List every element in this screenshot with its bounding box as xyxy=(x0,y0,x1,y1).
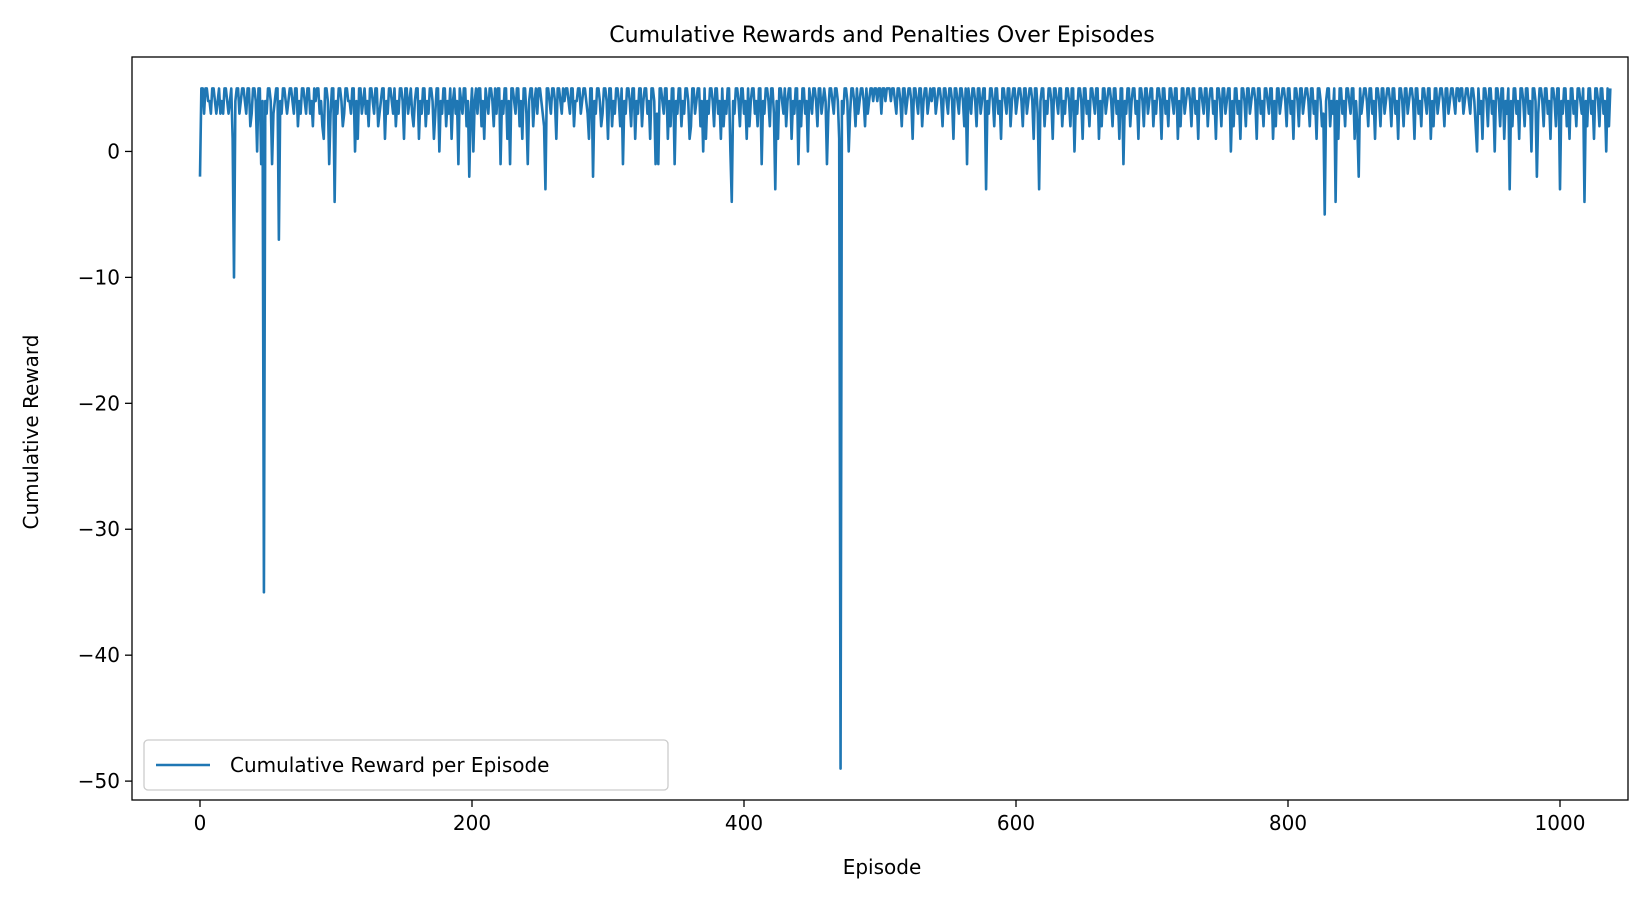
y-tick-label: −40 xyxy=(78,643,120,667)
y-tick-label: 0 xyxy=(107,139,120,163)
x-tick-label: 800 xyxy=(1269,811,1307,835)
x-tick-label: 600 xyxy=(997,811,1035,835)
legend-label: Cumulative Reward per Episode xyxy=(230,753,549,777)
series-line-0 xyxy=(198,87,1612,770)
plot-frame xyxy=(131,56,1629,801)
y-tick-label: −30 xyxy=(78,517,120,541)
chart-title: Cumulative Rewards and Penalties Over Ep… xyxy=(609,23,1154,48)
x-tick-label: 200 xyxy=(453,811,491,835)
x-tick-label: 1000 xyxy=(1535,811,1586,835)
y-tick-label: −50 xyxy=(78,769,120,793)
x-tick-label: 0 xyxy=(194,811,207,835)
x-tick-label: 400 xyxy=(725,811,763,835)
y-tick-label: −10 xyxy=(78,265,120,289)
y-tick-label: −20 xyxy=(78,391,120,415)
legend-box xyxy=(143,739,669,791)
y-axis-label: Cumulative Reward xyxy=(19,335,43,530)
legend: Cumulative Reward per Episode xyxy=(143,739,669,791)
x-axis-label: Episode xyxy=(843,855,922,879)
plot-area: 0 200 400 600 800 1000 0 −10 −20 −30 −40 −50 Cumulat… xyxy=(78,56,1629,835)
